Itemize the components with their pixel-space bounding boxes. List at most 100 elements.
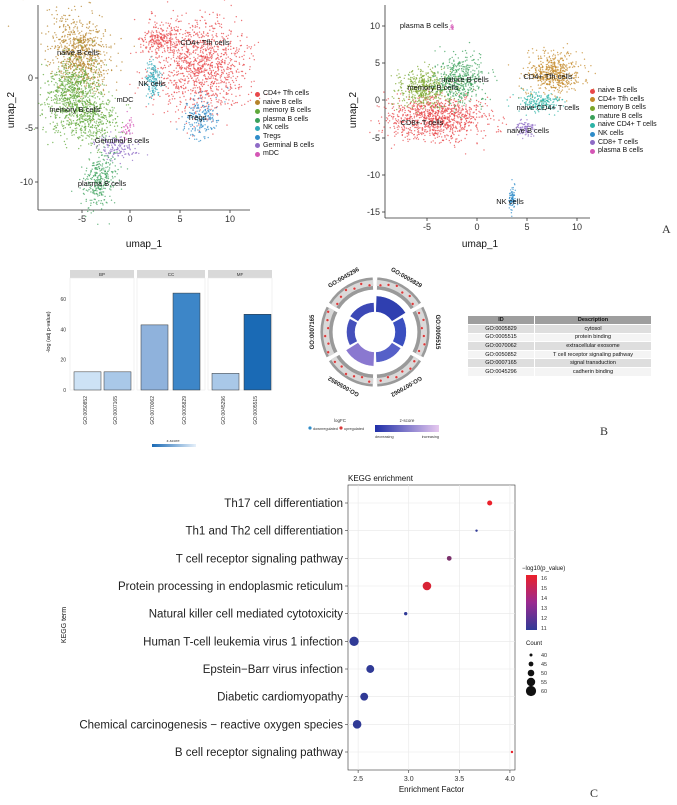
cell-point bbox=[465, 122, 467, 124]
cell-point bbox=[71, 134, 73, 136]
cell-point bbox=[72, 33, 74, 35]
cell-point bbox=[74, 38, 77, 40]
cell-point bbox=[92, 45, 94, 47]
cell-point bbox=[186, 60, 188, 63]
cell-point bbox=[83, 121, 85, 123]
cell-point bbox=[193, 99, 196, 101]
cell-point bbox=[395, 122, 397, 124]
cell-point bbox=[70, 76, 73, 78]
cell-point bbox=[155, 56, 157, 59]
cell-point bbox=[52, 109, 54, 111]
cell-point bbox=[65, 18, 67, 20]
cell-point bbox=[79, 122, 82, 124]
cell-point bbox=[93, 80, 95, 83]
cell-point bbox=[211, 54, 213, 56]
cell-point bbox=[62, 17, 64, 20]
cell-point bbox=[190, 107, 192, 110]
cell-point bbox=[152, 59, 154, 61]
cell-point bbox=[85, 200, 87, 202]
cell-point bbox=[97, 118, 100, 120]
cell-point bbox=[204, 68, 206, 70]
cell-point bbox=[54, 98, 56, 100]
cell-point bbox=[235, 95, 237, 98]
cell-point bbox=[73, 96, 76, 99]
cell-point bbox=[476, 142, 478, 144]
cell-point bbox=[64, 47, 66, 50]
cell-point bbox=[185, 99, 187, 101]
cell-point bbox=[104, 171, 106, 173]
cell-point bbox=[70, 68, 72, 70]
cell-point bbox=[131, 121, 133, 123]
cell-point bbox=[81, 139, 83, 141]
cell-point bbox=[224, 101, 226, 103]
cell-point bbox=[158, 49, 160, 51]
cell-point bbox=[160, 44, 162, 46]
cell-point bbox=[95, 31, 97, 33]
cell-cluster-points bbox=[33, 39, 111, 149]
cell-point bbox=[53, 17, 55, 19]
cell-point bbox=[78, 63, 80, 66]
cell-point bbox=[94, 84, 96, 86]
cell-point bbox=[452, 124, 454, 126]
cell-point bbox=[498, 119, 500, 121]
cell-point bbox=[68, 121, 71, 124]
cell-point bbox=[188, 70, 190, 73]
cell-point bbox=[198, 27, 201, 29]
cell-point bbox=[51, 72, 53, 75]
cell-point bbox=[100, 151, 103, 154]
cell-point bbox=[91, 124, 94, 126]
cell-point bbox=[432, 140, 434, 142]
cell-point bbox=[199, 139, 202, 142]
cluster-label: memory B cells bbox=[49, 105, 101, 114]
cell-point bbox=[168, 82, 170, 84]
cell-point bbox=[179, 52, 181, 55]
cell-point bbox=[74, 9, 77, 11]
cell-point bbox=[443, 125, 445, 127]
cell-point bbox=[152, 104, 154, 106]
cell-point bbox=[100, 65, 102, 67]
cell-point bbox=[233, 47, 235, 49]
cell-point bbox=[39, 114, 41, 117]
cell-point bbox=[65, 72, 67, 74]
cell-point bbox=[102, 122, 105, 125]
cell-point bbox=[216, 95, 218, 97]
cell-point bbox=[244, 72, 247, 75]
cell-point bbox=[170, 58, 172, 60]
cell-point bbox=[196, 32, 198, 34]
cell-point bbox=[174, 44, 176, 47]
cell-point bbox=[66, 58, 69, 60]
cell-point bbox=[185, 47, 188, 49]
cell-point bbox=[209, 112, 211, 115]
cell-point bbox=[65, 69, 67, 72]
cell-point bbox=[191, 29, 194, 31]
cell-point bbox=[148, 42, 150, 44]
cell-point bbox=[454, 146, 456, 148]
cell-point bbox=[71, 66, 74, 68]
cell-point bbox=[228, 29, 231, 31]
cell-point bbox=[107, 146, 109, 148]
cell-point bbox=[186, 103, 188, 105]
cell-point bbox=[246, 44, 248, 47]
cell-point bbox=[103, 146, 105, 148]
cell-point bbox=[45, 131, 47, 133]
cell-point bbox=[216, 101, 218, 103]
cell-point bbox=[222, 72, 224, 75]
cell-point bbox=[104, 195, 106, 198]
cell-point bbox=[102, 44, 104, 46]
cell-point bbox=[92, 162, 94, 164]
cell-point bbox=[63, 99, 65, 102]
cell-point bbox=[421, 115, 424, 117]
cell-point bbox=[168, 51, 170, 54]
cell-point bbox=[170, 51, 172, 54]
cell-point bbox=[115, 89, 118, 91]
cell-point bbox=[85, 115, 87, 117]
cell-point bbox=[417, 138, 420, 140]
cell-point bbox=[203, 74, 205, 77]
cell-point bbox=[208, 73, 211, 76]
cell-point bbox=[183, 126, 186, 128]
cell-point bbox=[104, 173, 106, 175]
cell-point bbox=[220, 73, 223, 76]
cell-point bbox=[196, 69, 199, 71]
cell-point bbox=[97, 88, 99, 91]
